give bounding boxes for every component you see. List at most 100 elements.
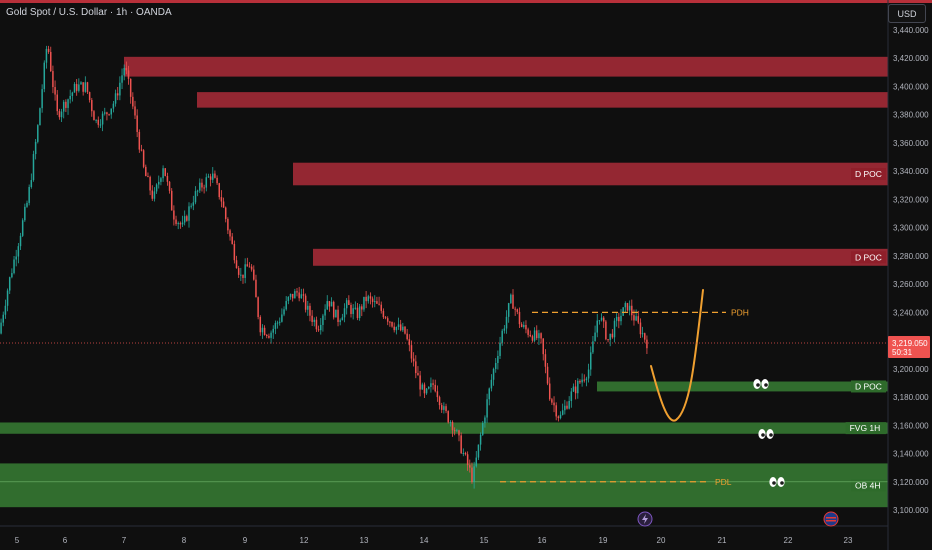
candle-body: [270, 332, 272, 338]
us-flag-event-icon[interactable]: [823, 511, 839, 527]
candle-body: [186, 216, 188, 221]
zone-label-background: [851, 479, 886, 492]
candle-body: [475, 457, 478, 467]
demand-zone[interactable]: FVG 1H: [0, 422, 888, 435]
candle-body: [110, 108, 112, 115]
time-axis[interactable]: 5 6 7 8 9 12 13 14 15 16 19 20 21 22 23: [15, 536, 853, 545]
projection-curve[interactable]: [650, 289, 704, 422]
candle-body: [412, 358, 415, 362]
candle-body: [231, 236, 233, 244]
price-tick-label: 3,120.000: [893, 478, 929, 487]
candle-body: [149, 176, 151, 191]
candle-body: [631, 305, 633, 316]
candle-body: [19, 235, 22, 247]
candle-body: [356, 307, 359, 319]
zone-box: [313, 248, 888, 266]
candle-body: [69, 95, 71, 100]
event-markers[interactable]: [637, 511, 839, 527]
price-axis[interactable]: 3,100.000 3,120.000 3,140.000 3,160.000 3,18…: [893, 26, 929, 515]
candle-body: [574, 386, 577, 394]
supply-zone[interactable]: D POC: [313, 248, 888, 266]
price-tick-label: 3,260.000: [893, 280, 929, 289]
candle-body: [600, 317, 603, 321]
candle-body: [218, 183, 220, 198]
level-pdh[interactable]: PDH: [532, 307, 749, 317]
candle-body: [246, 264, 249, 267]
time-tick-label: 5: [15, 536, 20, 545]
candle-body: [352, 308, 354, 314]
candle-body: [183, 216, 186, 223]
candle-body: [181, 222, 184, 225]
candle-body: [391, 321, 393, 327]
eye-pupil: [756, 383, 760, 387]
zone-box: [0, 422, 888, 434]
zone-label-background: [851, 251, 886, 264]
candle-body: [324, 309, 326, 316]
candle-body: [56, 94, 58, 112]
candle-body: [374, 301, 376, 303]
candle-body: [298, 292, 300, 299]
candle-body: [516, 309, 519, 312]
candle-body: [417, 373, 419, 376]
candle-body: [484, 417, 486, 424]
currency-selector[interactable]: USD: [888, 4, 926, 23]
candle-body: [274, 323, 277, 329]
candle-body: [229, 230, 231, 237]
candle-body: [555, 405, 557, 417]
candle-body: [86, 82, 89, 93]
candle-body: [15, 256, 17, 260]
candle-body: [75, 84, 78, 91]
candle-body: [300, 294, 303, 299]
candle-body: [572, 386, 575, 392]
candle-body: [380, 304, 382, 311]
candle-body: [190, 205, 192, 207]
candle-body: [261, 327, 264, 333]
candle-body: [425, 388, 428, 394]
zone-label-background: [851, 380, 886, 393]
candle-body: [404, 326, 406, 334]
candle-body: [73, 84, 76, 93]
price-tick-label: 3,360.000: [893, 139, 929, 148]
candle-body: [609, 333, 611, 340]
price-tick-label: 3,340.000: [893, 167, 929, 176]
candle-body: [194, 191, 197, 203]
candle-body: [93, 111, 95, 121]
candle-body: [11, 273, 13, 278]
candle-body: [281, 314, 283, 322]
price-tick-label: 3,440.000: [893, 26, 929, 35]
candle-body: [596, 320, 598, 333]
zone-label: D POC: [855, 169, 882, 179]
candle-body: [196, 190, 199, 192]
candle-body: [477, 444, 480, 458]
candle-body: [140, 149, 143, 151]
candle-body: [471, 467, 473, 482]
candle-body: [577, 380, 579, 394]
candle-body: [160, 178, 162, 182]
supply-zone[interactable]: D POC: [293, 162, 888, 186]
candle-body: [382, 310, 385, 318]
supply-zone[interactable]: [124, 56, 888, 77]
candle-body: [175, 219, 177, 224]
candle-body: [242, 274, 244, 278]
demand-zone[interactable]: D POC: [597, 380, 888, 393]
candle-body: [622, 307, 624, 316]
candle-body: [123, 68, 125, 76]
time-tick-label: 7: [122, 536, 127, 545]
candle-body: [47, 48, 50, 52]
candle-body: [30, 180, 33, 188]
supply-zone[interactable]: [197, 92, 888, 108]
bar-countdown: 50:31: [892, 348, 913, 357]
candle-body: [276, 322, 279, 324]
demand-zone[interactable]: OB 4H: [0, 463, 888, 508]
candle-body: [570, 391, 573, 401]
zone-label: D POC: [855, 381, 882, 391]
candle-body: [134, 106, 136, 116]
candle-body: [579, 380, 581, 383]
candle-body: [393, 326, 395, 331]
time-tick-label: 14: [420, 536, 429, 545]
candle-body: [266, 335, 268, 337]
candle-body: [309, 305, 311, 316]
candle-body: [443, 406, 445, 410]
level-pdl[interactable]: PDL: [500, 477, 732, 487]
